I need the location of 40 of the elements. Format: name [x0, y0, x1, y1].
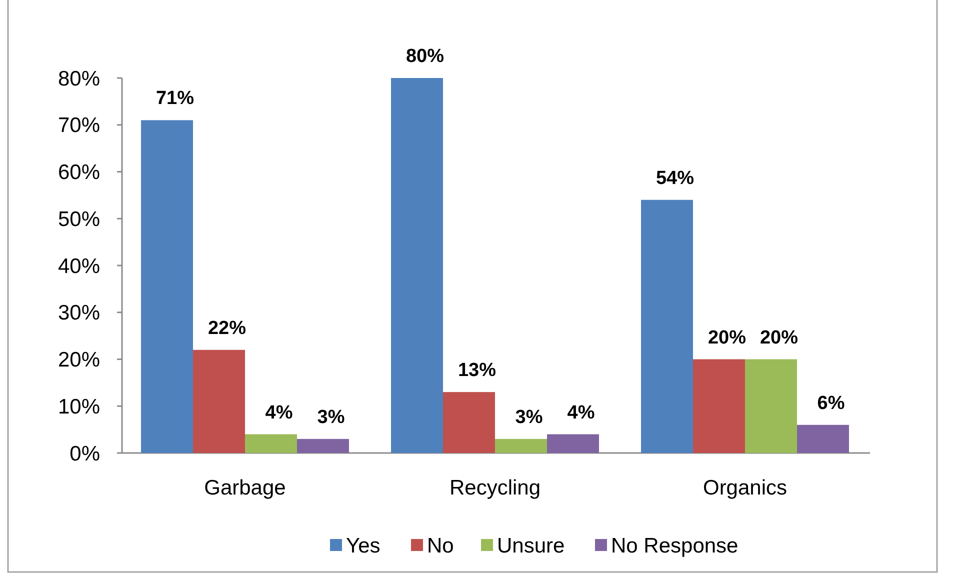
y-tick-label: 50%: [58, 208, 100, 231]
bar: [693, 359, 745, 453]
data-label: 80%: [406, 46, 444, 67]
bar: [495, 438, 547, 453]
bar: [391, 78, 443, 453]
y-tick-label: 10%: [58, 395, 100, 418]
data-label: 3%: [317, 406, 345, 428]
legend-label: Yes: [346, 534, 380, 558]
y-tick-label: 40%: [58, 254, 100, 278]
bar: [141, 120, 193, 453]
y-tick-label: 30%: [58, 302, 100, 325]
data-label: 6%: [817, 392, 845, 414]
y-tick-label: 80%: [58, 67, 100, 90]
y-tick-label: 70%: [58, 114, 100, 138]
legend-label: No: [427, 534, 454, 558]
data-label: 71%: [156, 88, 194, 110]
y-tick-label: 0%: [70, 442, 100, 466]
bar: [745, 359, 797, 453]
x-tick-label: Organics: [702, 476, 788, 500]
data-label: 3%: [515, 406, 543, 428]
y-tick-label: 60%: [58, 161, 100, 184]
y-tick-label: 20%: [58, 348, 100, 372]
x-tick-label: Recycling: [449, 476, 541, 500]
data-label: 20%: [760, 327, 798, 348]
legend-label: No Response: [611, 534, 738, 558]
bar: [443, 392, 495, 453]
data-label: 20%: [708, 327, 746, 348]
bar: [193, 350, 245, 453]
bar: [641, 200, 693, 453]
data-label: 4%: [265, 402, 293, 424]
data-label: 4%: [567, 402, 595, 424]
bar: [297, 438, 349, 453]
legend-label: Unsure: [497, 534, 565, 558]
bar: [547, 434, 599, 453]
x-tick-label: Garbage: [204, 476, 286, 500]
data-label: 54%: [656, 168, 694, 189]
data-label: 22%: [208, 318, 246, 339]
data-label: 13%: [458, 360, 496, 382]
bar: [245, 434, 297, 453]
bar: [797, 424, 849, 453]
